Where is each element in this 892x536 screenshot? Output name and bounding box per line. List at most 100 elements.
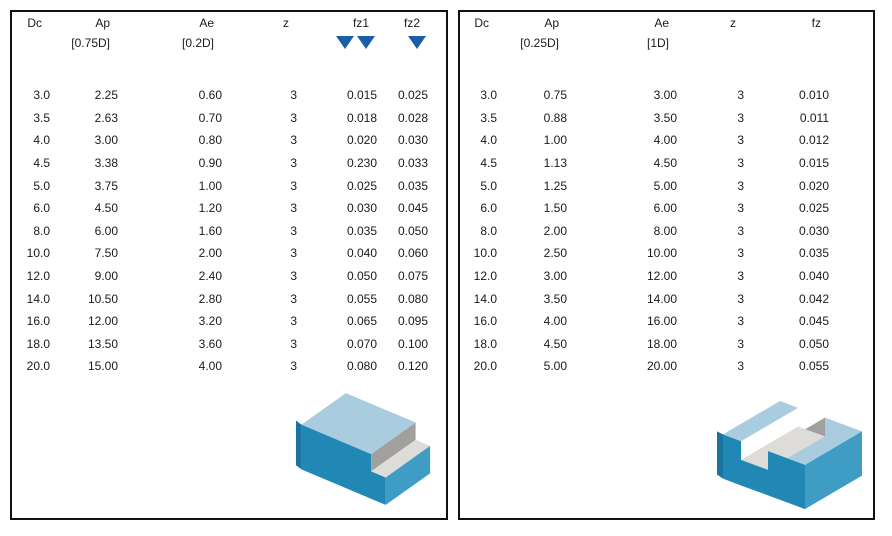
table-cell: 3	[290, 201, 297, 216]
table-cell: 3	[737, 336, 744, 351]
table-cell: 3	[290, 223, 297, 238]
table-cell: 0.88	[543, 110, 567, 125]
table-cell: 3	[290, 359, 297, 374]
shoulder-table-body: 3.0 2.25 0.60 3 0.015 0.025 3.5 2.63 0.70 3 0.018 0…	[12, 84, 430, 378]
table-cell: 3.5	[33, 110, 50, 125]
feed-reduction-triangle-icon	[357, 36, 375, 49]
table-cell: 0.040	[798, 269, 829, 284]
block-top-face	[301, 393, 416, 455]
table-cell: 1.00	[543, 133, 567, 148]
table-cell: 0.045	[397, 201, 428, 216]
table-cell: 12.0	[473, 269, 497, 284]
table-cell: 4.0	[480, 133, 497, 148]
table-cell: 0.070	[346, 336, 377, 351]
table-row: 5.0 1.25 5.00 3 0.020	[460, 174, 831, 197]
col-header-fz2: fz2	[403, 16, 420, 30]
header-row: Dc Ap Ae z fz1 fz2	[12, 16, 430, 36]
table-cell: 3.50	[653, 110, 677, 125]
table-cell: 16.00	[646, 314, 677, 329]
table-cell: 3.38	[94, 156, 118, 171]
table-row: 3.0 2.25 0.60 3 0.015 0.025	[12, 84, 430, 107]
table-cell: 3.5	[480, 110, 497, 125]
slot-milling-panel: Dc Ap Ae z fz [0.25D] [1D] 3.0 0.75 3.00 3 0…	[458, 10, 875, 520]
table-cell: 0.012	[798, 133, 829, 148]
table-cell: 0.075	[397, 269, 428, 284]
table-row: 16.0 4.00 16.00 3 0.045	[460, 310, 831, 333]
table-cell: 0.035	[346, 223, 377, 238]
table-cell: 3.00	[94, 133, 118, 148]
unit-z	[224, 36, 299, 56]
table-cell: 4.5	[480, 156, 497, 171]
table-cell: 3	[737, 223, 744, 238]
table-cell: 3	[737, 314, 744, 329]
table-cell: 2.63	[94, 110, 118, 125]
table-row: 4.5 3.38 0.90 3 0.230 0.033	[12, 152, 430, 175]
table-cell: 0.035	[798, 246, 829, 261]
fz1-marker-cell	[299, 36, 379, 56]
table-cell: 0.80	[198, 133, 222, 148]
table-cell: 0.060	[397, 246, 428, 261]
table-row: 3.0 0.75 3.00 3 0.010	[460, 84, 831, 107]
table-cell: 0.025	[346, 178, 377, 193]
shoulder-milling-panel: Dc Ap Ae z fz1 fz2 [0.75D] [0.2D] 3.0	[10, 10, 448, 520]
table-cell: 12.0	[26, 269, 50, 284]
table-cell: 0.050	[798, 336, 829, 351]
table-cell: 3.00	[543, 269, 567, 284]
unit-ae: [1D]	[646, 36, 669, 50]
table-cell: 3.60	[198, 336, 222, 351]
table-cell: 10.00	[646, 246, 677, 261]
table-cell: 0.033	[397, 156, 428, 171]
fz2-marker-cell	[379, 36, 430, 56]
table-cell: 2.00	[543, 223, 567, 238]
unit-z	[679, 36, 746, 56]
table-row: 6.0 1.50 6.00 3 0.025	[460, 197, 831, 220]
table-cell: 3.0	[33, 88, 50, 103]
table-cell: 0.050	[397, 223, 428, 238]
table-cell: 16.0	[26, 314, 50, 329]
table-cell: 3.0	[480, 88, 497, 103]
table-cell: 8.0	[480, 223, 497, 238]
block-right-face	[805, 431, 862, 510]
table-row: 4.5 1.13 4.50 3 0.015	[460, 152, 831, 175]
table-cell: 3	[737, 269, 744, 284]
col-header-ap: Ap	[95, 16, 110, 30]
table-cell: 13.50	[87, 336, 118, 351]
table-cell: 1.00	[198, 178, 222, 193]
col-header-ae: Ae	[199, 16, 214, 30]
table-cell: 0.055	[346, 291, 377, 306]
table-row: 16.0 12.00 3.20 3 0.065 0.095	[12, 310, 430, 333]
table-cell: 0.030	[798, 223, 829, 238]
table-cell: 1.13	[543, 156, 567, 171]
block-side-shadow	[717, 431, 723, 479]
table-cell: 4.5	[33, 156, 50, 171]
table-row: 14.0 10.50 2.80 3 0.055 0.080	[12, 287, 430, 310]
col-header-z: z	[730, 16, 736, 30]
table-row: 20.0 5.00 20.00 3 0.055	[460, 355, 831, 378]
table-cell: 0.120	[397, 359, 428, 374]
table-cell: 0.025	[798, 201, 829, 216]
table-cell: 7.50	[94, 246, 118, 261]
table-cell: 3.20	[198, 314, 222, 329]
table-cell: 3	[290, 178, 297, 193]
table-cell: 20.00	[646, 359, 677, 374]
table-row: 4.0 1.00 4.00 3 0.012	[460, 129, 831, 152]
table-cell: 0.035	[397, 178, 428, 193]
table-cell: 1.50	[543, 201, 567, 216]
table-row: 4.0 3.00 0.80 3 0.020 0.030	[12, 129, 430, 152]
table-cell: 0.011	[799, 110, 829, 125]
table-cell: 0.028	[397, 110, 428, 125]
table-cell: 3	[737, 156, 744, 171]
unit-dc	[460, 36, 499, 56]
table-row: 12.0 9.00 2.40 3 0.050 0.075	[12, 265, 430, 288]
table-cell: 3	[737, 110, 744, 125]
table-cell: 10.0	[26, 246, 50, 261]
feed-reduction-triangle-icon	[336, 36, 354, 49]
table-cell: 1.20	[198, 201, 222, 216]
table-cell: 16.0	[473, 314, 497, 329]
table-cell: 3.75	[94, 178, 118, 193]
table-cell: 15.00	[87, 359, 118, 374]
table-cell: 0.90	[198, 156, 222, 171]
col-header-ae: Ae	[654, 16, 669, 30]
table-cell: 3	[290, 269, 297, 284]
table-cell: 3	[737, 201, 744, 216]
